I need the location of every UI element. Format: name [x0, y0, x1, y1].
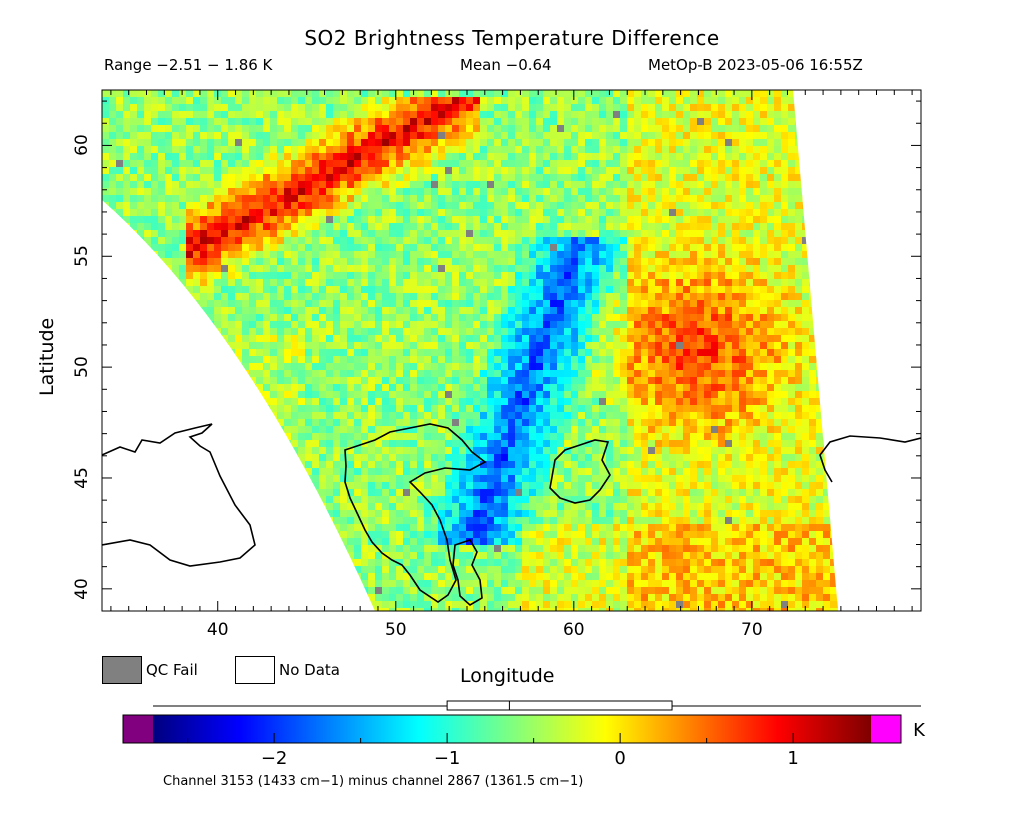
footnote: Channel 3153 (1433 cm−1) minus channel 2… [163, 774, 584, 789]
colorbar-gradient [153, 715, 871, 743]
colorbar-unit: K [913, 720, 925, 741]
range-indicator [446, 700, 673, 711]
y-tick-label: 50 [72, 356, 92, 378]
x-tick-label: 60 [562, 620, 585, 640]
y-tick-label: 40 [72, 578, 92, 600]
x-axis-title: Longitude [460, 665, 555, 687]
x-tick-label: 40 [206, 620, 229, 640]
data-pixels [102, 90, 838, 611]
axis-ticks [102, 90, 921, 611]
colorbar-tick-label: 0 [614, 748, 626, 769]
colorbar-tick-label: −2 [260, 748, 288, 769]
chart-title: SO2 Brightness Temperature Difference [304, 26, 720, 50]
colorbar [122, 700, 921, 744]
under-range-swatch [123, 715, 153, 743]
plot-frame [101, 89, 922, 612]
no-data-label: No Data [279, 661, 340, 679]
over-range-swatch [871, 715, 901, 743]
colorbar-tick-label: 1 [787, 748, 799, 769]
x-tick-label: 70 [741, 620, 763, 640]
y-axis-title: Latitude [36, 317, 58, 396]
qc-fail-label: QC Fail [146, 661, 198, 679]
qc-fail-swatch [102, 656, 142, 684]
coastlines [102, 423, 921, 606]
y-tick-label: 60 [72, 134, 92, 157]
no-data-swatch [235, 656, 275, 684]
range-text: Range −2.51 − 1.86 K [104, 56, 273, 74]
x-tick-label: 50 [384, 620, 407, 640]
y-tick-label: 45 [72, 467, 92, 489]
colorbar-tick-label: −1 [433, 748, 461, 769]
mean-text: Mean −0.64 [460, 56, 552, 74]
y-tick-label: 55 [72, 245, 92, 268]
satellite-time-text: MetOp-B 2023-05-06 16:55Z [648, 56, 863, 74]
